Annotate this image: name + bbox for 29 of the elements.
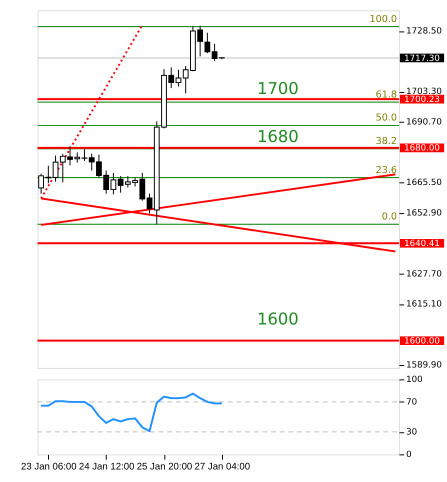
y-tick-label: 100 xyxy=(406,374,423,385)
ref-line-label: 1700.23 xyxy=(404,95,440,105)
ref-line-label: 1600.00 xyxy=(404,336,440,347)
annotation: 1700 xyxy=(257,78,299,98)
y-tick-label: 1690.70 xyxy=(406,117,442,128)
x-tick-label: 25 Jan 20:00 xyxy=(136,461,192,472)
y-tick-label: 1627.70 xyxy=(406,269,442,280)
y-tick-label: 70 xyxy=(406,397,418,408)
ref-line-label: 61.8 xyxy=(376,89,398,100)
annotation: 1600 xyxy=(257,310,299,329)
y-tick-label: 1728.50 xyxy=(406,26,442,36)
ref-line-label: 1640.41 xyxy=(404,239,440,250)
ref-line-label: 50.0 xyxy=(376,112,398,124)
y-tick-label: 1589.90 xyxy=(406,360,442,370)
x-tick-label: 27 Jan 04:00 xyxy=(194,461,250,472)
y-tick-label: 1652.90 xyxy=(406,208,442,219)
ref-line-label: 1717.30 xyxy=(404,54,440,64)
ref-line-label: 38.2 xyxy=(376,136,398,147)
x-tick-label: 23 Jan 06:00 xyxy=(21,461,77,472)
ref-line-label: 23.6 xyxy=(376,164,398,176)
y-tick-label: 1665.50 xyxy=(406,178,442,188)
x-tick-label: 24 Jan 12:00 xyxy=(78,461,134,472)
annotation: 1680 xyxy=(257,126,299,146)
y-tick-label: 1615.10 xyxy=(406,300,442,310)
ref-line-label: 100.0 xyxy=(369,14,398,25)
ref-line-label: 0.0 xyxy=(382,211,398,222)
y-tick-label: 30 xyxy=(406,427,418,438)
y-tick-label: 0 xyxy=(406,450,412,460)
ref-line-label: 1680.00 xyxy=(404,144,440,154)
